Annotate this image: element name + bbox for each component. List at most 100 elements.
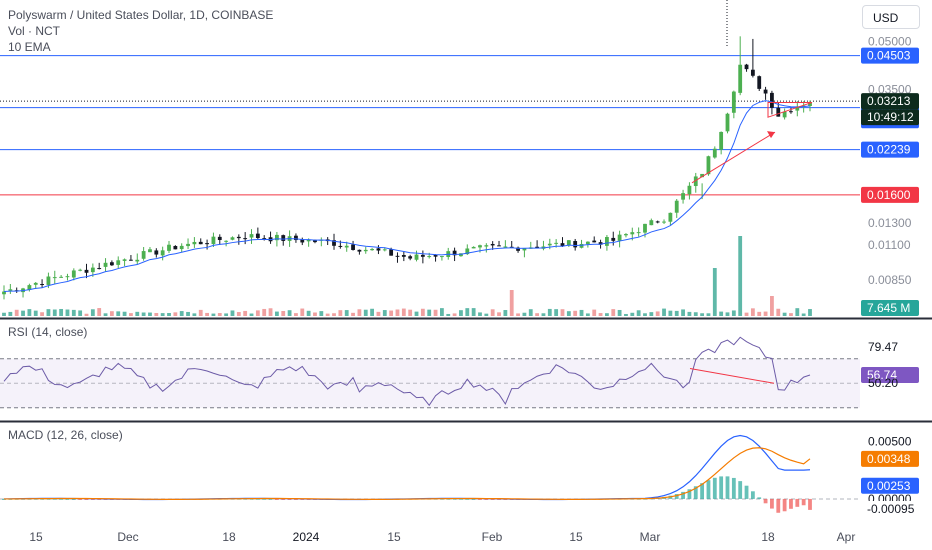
volume-bar (795, 308, 800, 316)
macd-histogram-bar (84, 498, 89, 500)
volume-bar (148, 312, 152, 316)
volume-bar (687, 311, 692, 316)
candle-body (789, 111, 793, 113)
volume-bar (738, 236, 743, 316)
volume-bar (770, 296, 774, 316)
candle-body (687, 185, 692, 195)
volume-bar (78, 310, 83, 316)
candle-body (471, 246, 476, 249)
macd-histogram-bar (776, 498, 781, 513)
volume-bar (173, 312, 178, 316)
candle-body (255, 233, 260, 239)
volume-bar (668, 310, 673, 316)
macd-histogram-label: -0.00095 (867, 502, 915, 516)
volume-bar (40, 312, 44, 316)
candle-body (782, 111, 787, 118)
candle-body (433, 254, 438, 257)
candle-body (643, 223, 647, 233)
rsi-value-label-bg (861, 366, 919, 383)
candle-body (65, 276, 70, 278)
price-tick-label: 0.00850 (868, 273, 912, 287)
price-tick-label: 0.05000 (868, 35, 912, 49)
candle-body (744, 64, 749, 70)
volume-bar (503, 310, 508, 316)
candle-body (135, 259, 140, 262)
volume-bar (21, 310, 25, 316)
candle-body (84, 269, 89, 273)
volume-bar (224, 313, 229, 316)
volume-bar (808, 309, 812, 316)
candle-body (566, 240, 571, 246)
candle-body (122, 259, 127, 261)
x-tick-label: Dec (117, 530, 138, 544)
candle-body (757, 76, 762, 89)
candle-body (649, 220, 654, 226)
volume-bar (782, 312, 787, 316)
currency-button[interactable]: USD (862, 5, 920, 29)
candle-body (167, 244, 171, 251)
rsi-tick-label: 50.20 (868, 376, 898, 390)
volume-bar (541, 313, 546, 316)
ema-line (3, 100, 811, 293)
volume-bar (630, 312, 635, 316)
volume-bar (211, 313, 216, 316)
volume-bar (401, 308, 406, 316)
volume-indicator-label[interactable]: Vol · NCT (8, 24, 61, 38)
candle-body (624, 234, 628, 236)
candle-body (693, 176, 698, 187)
candle-body (294, 235, 298, 241)
candle-body (198, 241, 203, 245)
candle-body (363, 249, 368, 252)
volume-bar (801, 313, 806, 316)
candle-body (630, 232, 635, 235)
candle-body (217, 236, 222, 241)
candle-body (109, 262, 114, 266)
volume-bar (706, 313, 711, 316)
volume-bar (294, 313, 298, 316)
volume-bar (459, 310, 463, 316)
volume-bar (287, 310, 292, 316)
macd-histogram-bar (287, 498, 292, 500)
candle-body (668, 212, 673, 222)
volume-bar (554, 309, 559, 316)
candle-body (490, 243, 495, 246)
volume-bar (712, 268, 717, 316)
macd-histogram-bar (712, 477, 717, 499)
volume-bar (776, 308, 781, 316)
volume-bar (757, 311, 762, 316)
macd-histogram-bar (744, 485, 749, 499)
candle-body (52, 277, 57, 279)
candle-body (192, 241, 197, 245)
candle-body (243, 238, 248, 240)
x-tick-label: 2024 (293, 530, 320, 544)
candle-body (78, 269, 83, 271)
candle-body (344, 245, 349, 248)
level-price-label-bg (861, 47, 919, 64)
volume-bar (452, 313, 457, 316)
macd-histogram-bar (46, 498, 51, 500)
current-price-label: 0.03213 (867, 94, 911, 108)
candle-body (770, 92, 774, 108)
macd-histogram-bar (700, 483, 705, 499)
volume-bar (103, 313, 108, 316)
macd-histogram-bar (808, 498, 812, 510)
candle-body (224, 240, 229, 242)
volume-bar (497, 312, 501, 316)
volume-bar (566, 311, 571, 316)
macd-histogram-bar (268, 498, 273, 500)
macd-value-label-bg (861, 477, 919, 494)
candle-body (636, 232, 641, 234)
rsi-divergence-arrow (689, 368, 775, 384)
volume-bar (528, 309, 533, 316)
macd-histogram-bar (789, 498, 793, 509)
candle-body (274, 234, 279, 241)
macd-tick-label: 0.00500 (868, 434, 912, 448)
candle-body (808, 102, 812, 107)
candle-body (750, 69, 755, 76)
volume-bar (65, 309, 70, 316)
candle-body (725, 113, 730, 132)
ema-indicator-label[interactable]: 10 EMA (8, 40, 51, 54)
candle-body (236, 236, 241, 239)
volume-bar (249, 313, 254, 316)
